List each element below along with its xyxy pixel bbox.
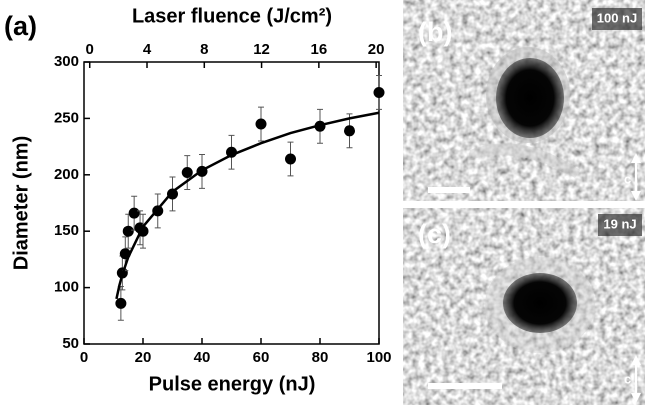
fit-curve (115, 111, 380, 300)
plot-frame (83, 61, 380, 345)
x2-axis-label: Laser fluence (J/cm²) (132, 5, 332, 27)
axis-label: c (624, 371, 631, 386)
x-tick-label: 0 (80, 349, 88, 366)
y-tick-label: 150 (54, 222, 79, 239)
panel-label: (b) (418, 17, 452, 47)
y-tick-label: 50 (62, 335, 79, 352)
y-tick-label: 100 (54, 279, 79, 296)
x-tick-label: 100 (366, 349, 391, 366)
scale-bar (428, 187, 470, 193)
y-axis-label: Diameter (nm) (10, 136, 32, 270)
x2-tick-label: 4 (143, 41, 152, 58)
x2-tick-label: 8 (200, 41, 208, 58)
data-point (181, 167, 193, 179)
x-tick-label: 20 (135, 349, 152, 366)
y-tick-label: 300 (54, 53, 79, 70)
sem-image-c (403, 208, 645, 405)
y-tick-label: 200 (54, 166, 79, 183)
data-point (128, 207, 140, 219)
crater (503, 273, 577, 333)
x-tick-label: 80 (312, 349, 329, 366)
x-axis-label: Pulse energy (nJ) (149, 373, 316, 395)
data-point (285, 153, 296, 165)
x2-tick-label: 16 (311, 41, 328, 58)
data-point (115, 297, 127, 309)
data-point (122, 225, 134, 237)
label-bg (592, 8, 642, 30)
x-tick-label: 60 (253, 349, 270, 366)
ridge (468, 143, 580, 178)
label-bg (598, 214, 642, 236)
sem-image-b (403, 0, 645, 201)
axis-label: c (624, 171, 631, 186)
x2-tick-label: 0 (86, 41, 94, 58)
scale-bar (428, 383, 502, 389)
data-point (373, 86, 385, 98)
data-point (255, 118, 267, 130)
x2-tick-label: 20 (368, 41, 385, 58)
data-point (344, 125, 355, 137)
x-tick-label: 40 (194, 349, 211, 366)
crater (496, 58, 564, 138)
energy-label: 19 nJ (603, 216, 636, 231)
panel-label: (c) (418, 219, 451, 249)
y-tick-label: 250 (54, 109, 79, 126)
x2-tick-label: 12 (253, 41, 270, 58)
panel-label: (a) (4, 11, 37, 41)
energy-label: 100 nJ (597, 10, 637, 25)
